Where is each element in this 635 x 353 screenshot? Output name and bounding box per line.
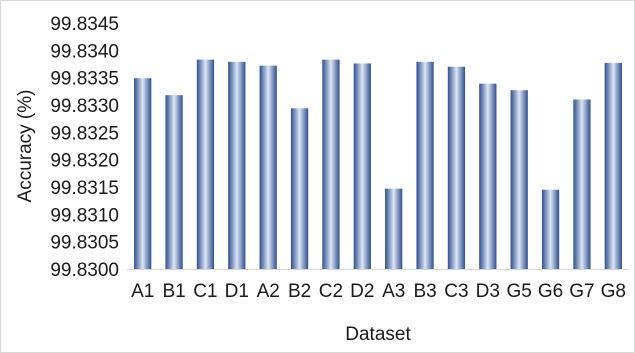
x-tick-label: B1 (162, 281, 185, 302)
y-tick-label: 99.8340 (50, 41, 119, 62)
x-tick-label: A1 (131, 281, 154, 302)
y-tick-label: 99.8310 (50, 205, 119, 226)
y-tick-label: 99.8325 (50, 123, 119, 144)
x-tick-label: G5 (507, 281, 532, 302)
x-tick-label: B3 (413, 281, 436, 302)
y-tick-label: 99.8305 (50, 233, 119, 254)
x-tick-label: D1 (225, 281, 249, 302)
x-tick-label: B2 (288, 281, 311, 302)
bar-d1 (228, 61, 246, 270)
bar-g8 (604, 62, 622, 270)
x-tick-label: D3 (476, 281, 500, 302)
bar-b3 (416, 61, 434, 270)
bar-d2 (353, 63, 371, 269)
bar-a2 (259, 65, 277, 269)
x-tick-label: G8 (601, 281, 626, 302)
y-tick-label: 99.8345 (50, 14, 119, 35)
y-tick-label: 99.8330 (50, 96, 119, 117)
bar-g6 (541, 189, 560, 269)
x-tick-label: D2 (350, 281, 374, 302)
y-tick-label: 99.8300 (50, 260, 119, 281)
bar-b2 (290, 108, 309, 269)
bar-d3 (479, 83, 497, 270)
y-tick-label: 99.8320 (50, 151, 119, 172)
x-tick-label: G6 (538, 281, 563, 302)
bar-c2 (322, 59, 340, 270)
bar-g5 (510, 90, 528, 270)
bar-a1 (134, 78, 152, 269)
bar-b1 (165, 95, 183, 269)
x-tick-label: G7 (569, 281, 594, 302)
x-tick-label: C3 (444, 281, 468, 302)
x-axis-title: Dataset (345, 324, 411, 345)
x-tick-label: A2 (257, 281, 280, 302)
bar-a3 (385, 188, 403, 269)
y-tick-label: 99.8315 (50, 178, 119, 199)
bar-c3 (447, 66, 466, 269)
bars (134, 59, 622, 270)
y-axis-title: Accuracy (%) (15, 90, 36, 203)
y-tick-label: 99.8335 (50, 69, 119, 90)
y-axis-ticks: 99.8300 99.8305 99.8310 99.8315 99.8320 99.83… (50, 14, 119, 281)
bar-c1 (196, 59, 215, 270)
x-tick-label: C2 (319, 281, 343, 302)
x-tick-label: C1 (193, 281, 217, 302)
x-tick-label: A3 (382, 281, 405, 302)
bar-g7 (573, 99, 591, 270)
x-axis-ticks: A1 B1 C1 D1 A2 B2 C2 D2 A3 B3 C3 D3 G5 G6 G7 G8 (131, 281, 626, 302)
